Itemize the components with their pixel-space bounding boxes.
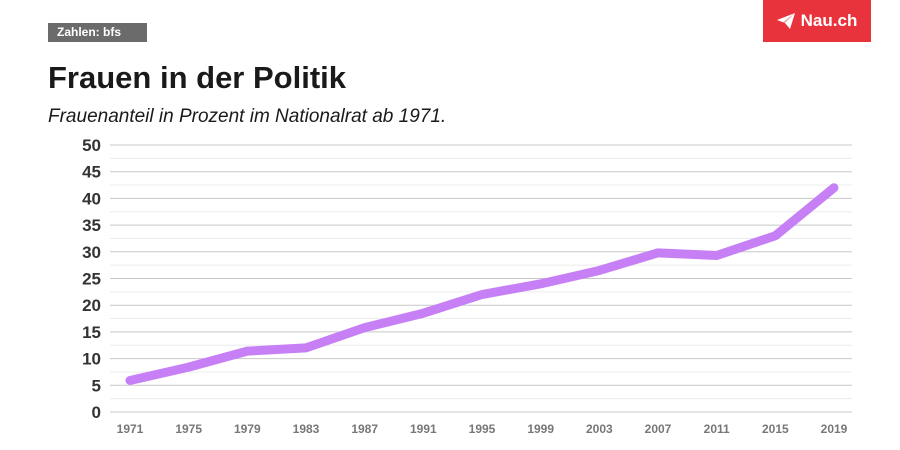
data-point: [305, 346, 307, 349]
data-point: [598, 269, 601, 272]
series-group: [125, 183, 839, 385]
x-tick-label: 2015: [762, 422, 789, 436]
x-tick-label: 1987: [351, 422, 378, 436]
data-point: [246, 350, 249, 353]
paper-plane-icon: [776, 13, 795, 29]
y-tick-label: 35: [82, 216, 101, 235]
y-tick-label: 50: [82, 136, 101, 155]
x-tick-label: 1971: [117, 422, 144, 436]
data-point: [422, 312, 425, 315]
y-tick-label: 15: [82, 323, 101, 342]
x-tick-label: 1999: [527, 422, 554, 436]
x-tick-label: 2011: [704, 422, 730, 436]
x-tick-label: 2007: [645, 422, 672, 436]
data-point: [187, 366, 190, 369]
logo-text: Nau.ch: [800, 11, 858, 30]
x-tick-label: 1975: [175, 422, 202, 436]
chart-subtitle: Frauenanteil in Prozent im Nationalrat a…: [48, 106, 447, 127]
x-axis-ticks: 1971 1975 1979 1983 1987 1991 1995 1999 2003 2007…: [117, 422, 848, 436]
data-point: [833, 186, 835, 189]
y-tick-label: 30: [82, 243, 101, 262]
y-tick-label: 10: [82, 350, 101, 369]
data-point: [129, 379, 131, 382]
x-tick-label: 2003: [586, 422, 613, 436]
data-point: [363, 326, 366, 329]
data-point: [481, 293, 483, 296]
y-tick-label: 5: [92, 376, 101, 395]
nau-logo[interactable]: Nau.ch: [763, 0, 871, 42]
y-tick-label: 40: [82, 189, 101, 208]
source-badge: Zahlen: bfs: [48, 23, 147, 42]
x-tick-label: 2019: [821, 422, 848, 436]
data-point: [774, 234, 777, 237]
y-axis-ticks: 0 5 10 15 20 25 30 35 40 45 50: [82, 136, 101, 422]
data-point: [715, 254, 718, 257]
x-tick-label: 1991: [410, 422, 437, 436]
x-tick-label: 1983: [293, 422, 320, 436]
grid-lines: [110, 144, 852, 413]
chart-title: Frauen in der Politik: [48, 60, 346, 95]
y-tick-label: 0: [92, 403, 101, 422]
y-tick-label: 20: [82, 296, 101, 315]
y-tick-label: 25: [82, 270, 101, 289]
data-point: [657, 251, 659, 254]
x-tick-label: 1995: [469, 422, 496, 436]
data-point: [539, 282, 542, 285]
series-line: [125, 183, 839, 385]
y-tick-label: 45: [82, 163, 101, 182]
x-tick-label: 1979: [234, 422, 261, 436]
